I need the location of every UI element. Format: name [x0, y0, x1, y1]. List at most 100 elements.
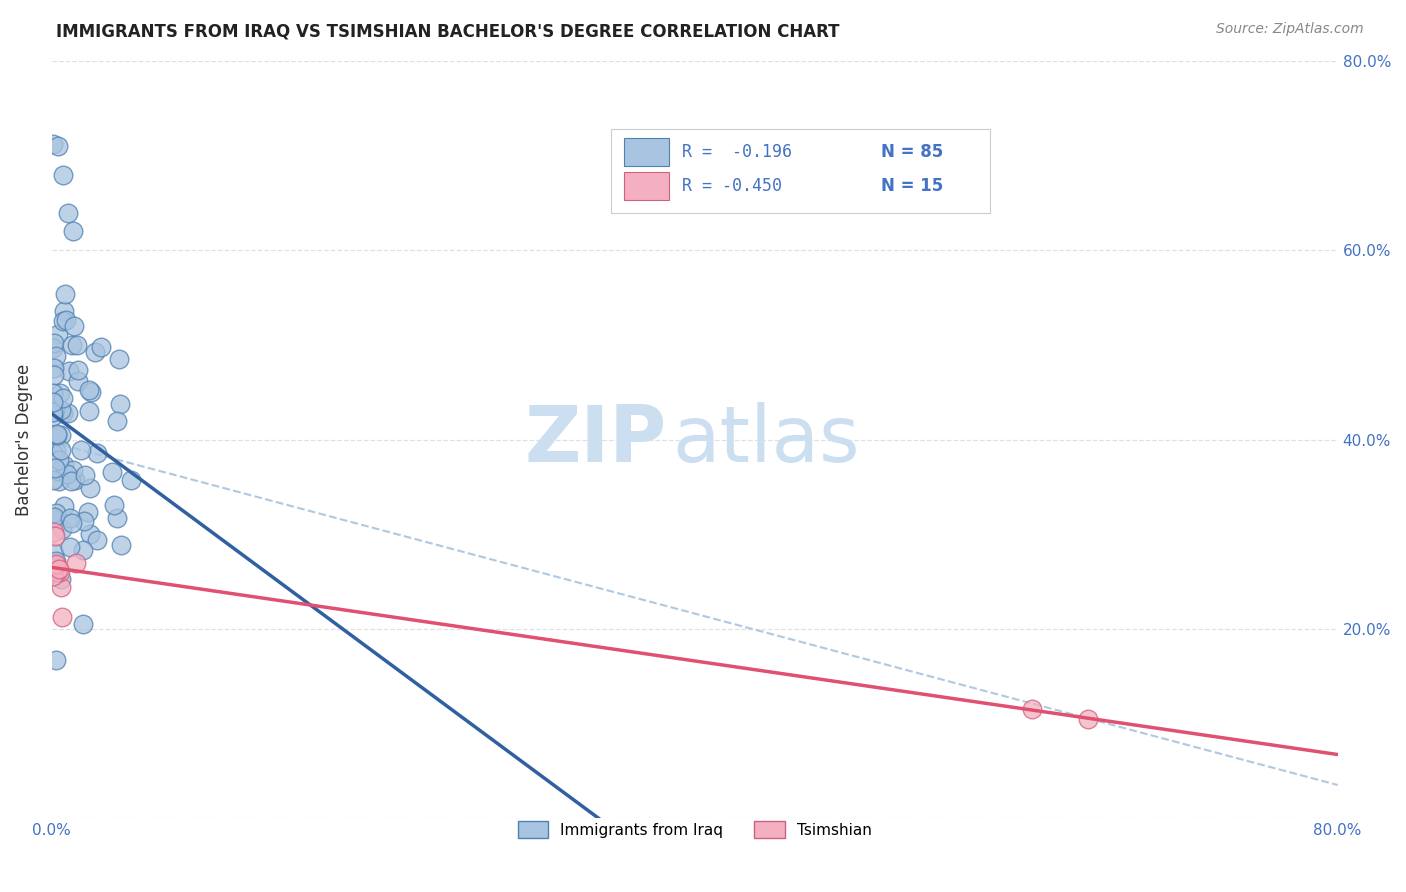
Point	[44, 560, 66, 574]
Point	[79, 482, 101, 496]
Legend: Immigrants from Iraq, Tsimshian: Immigrants from Iraq, Tsimshian	[512, 814, 877, 845]
Point	[48, 453, 70, 467]
FancyBboxPatch shape	[624, 137, 669, 166]
Point	[41, 341, 63, 355]
Point	[46, 464, 69, 478]
Point	[66, 363, 89, 377]
Point	[42, 524, 65, 539]
Point	[46, 139, 69, 153]
Point	[60, 338, 83, 352]
Point	[63, 473, 86, 487]
Point	[108, 397, 131, 411]
Point	[45, 427, 67, 442]
Point	[52, 458, 75, 472]
Point	[51, 522, 73, 536]
Point	[77, 384, 100, 398]
Point	[44, 529, 66, 543]
Point	[55, 313, 77, 327]
Point	[41, 136, 63, 151]
Point	[52, 391, 75, 405]
Text: R = -0.450: R = -0.450	[682, 177, 782, 195]
Point	[76, 505, 98, 519]
Point	[46, 326, 69, 341]
Point	[44, 509, 66, 524]
Point	[42, 431, 65, 445]
Point	[62, 463, 84, 477]
FancyBboxPatch shape	[624, 171, 669, 201]
Point	[77, 403, 100, 417]
Point	[72, 543, 94, 558]
Point	[48, 386, 70, 401]
Point	[120, 473, 142, 487]
Point	[41, 445, 63, 459]
Text: N = 85: N = 85	[882, 143, 943, 161]
Point	[42, 513, 65, 527]
Point	[51, 580, 73, 594]
Point	[66, 338, 89, 352]
Point	[44, 546, 66, 560]
Point	[56, 205, 79, 219]
Point	[59, 510, 82, 524]
Point	[51, 609, 73, 624]
Point	[62, 516, 84, 530]
Point	[52, 304, 75, 318]
Point	[49, 565, 72, 579]
Point	[51, 572, 73, 586]
Point	[42, 361, 65, 376]
Point	[56, 405, 79, 419]
Point	[72, 617, 94, 632]
Point	[51, 428, 73, 442]
Point	[49, 443, 72, 458]
Point	[110, 538, 132, 552]
Point	[103, 498, 125, 512]
Point	[1077, 712, 1099, 726]
Point	[69, 443, 91, 458]
Point	[101, 465, 124, 479]
Text: R =  -0.196: R = -0.196	[682, 143, 792, 161]
Point	[52, 499, 75, 513]
Text: atlas: atlas	[673, 401, 860, 477]
Point	[65, 556, 87, 570]
Point	[48, 561, 70, 575]
Point	[42, 385, 65, 400]
Text: IMMIGRANTS FROM IRAQ VS TSIMSHIAN BACHELOR'S DEGREE CORRELATION CHART: IMMIGRANTS FROM IRAQ VS TSIMSHIAN BACHEL…	[56, 22, 839, 40]
Point	[44, 336, 66, 351]
Point	[105, 414, 128, 428]
Point	[90, 340, 112, 354]
Point	[62, 224, 84, 238]
Text: ZIP: ZIP	[524, 401, 666, 477]
Point	[45, 557, 67, 571]
Point	[55, 467, 77, 482]
Point	[66, 374, 89, 388]
Point	[45, 444, 67, 458]
Point	[52, 168, 75, 182]
Point	[80, 385, 103, 400]
Point	[45, 558, 67, 573]
Point	[1021, 702, 1043, 716]
Point	[84, 345, 107, 359]
Point	[45, 350, 67, 364]
Point	[44, 461, 66, 475]
Point	[42, 394, 65, 409]
Text: Source: ZipAtlas.com: Source: ZipAtlas.com	[1216, 22, 1364, 37]
Point	[107, 351, 129, 366]
Point	[45, 506, 67, 520]
Point	[49, 403, 72, 417]
Point	[45, 553, 67, 567]
Point	[41, 569, 63, 583]
Point	[52, 406, 75, 420]
Point	[58, 364, 80, 378]
Point	[52, 314, 75, 328]
Point	[48, 474, 70, 488]
FancyBboxPatch shape	[612, 129, 990, 212]
Point	[44, 403, 66, 417]
Point	[59, 540, 82, 554]
Point	[53, 287, 76, 301]
Point	[86, 533, 108, 548]
Point	[79, 527, 101, 541]
Point	[73, 468, 96, 483]
Point	[42, 473, 65, 487]
Point	[72, 514, 94, 528]
Point	[63, 319, 86, 334]
Point	[105, 511, 128, 525]
